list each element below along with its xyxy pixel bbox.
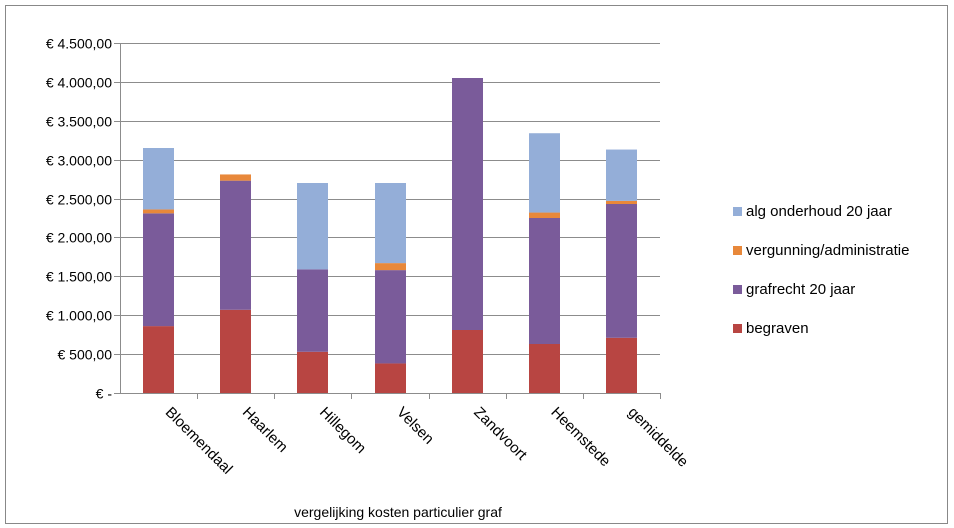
legend: alg onderhoud 20 jaar vergunning/administ…	[733, 203, 909, 337]
bar-segment	[220, 309, 251, 393]
bar-segment	[529, 212, 560, 218]
y-tick-label: € 500,00	[58, 347, 113, 363]
bar-segment	[529, 133, 560, 213]
bars	[143, 78, 637, 393]
legend-swatch	[733, 285, 742, 294]
y-tick-label: € 2.000,00	[46, 230, 112, 246]
bar-segment	[297, 269, 328, 352]
bar-segment	[375, 363, 406, 393]
bar-segment	[606, 337, 637, 393]
bar-segment	[452, 330, 483, 393]
legend-swatch	[733, 246, 742, 255]
bar-segment	[606, 149, 637, 201]
bar-segment	[375, 263, 406, 271]
axes	[120, 43, 661, 399]
bar-segment	[143, 209, 174, 214]
bar-segment	[452, 78, 483, 330]
bar-segment	[220, 180, 251, 310]
bar-segment	[297, 351, 328, 393]
bar-segment	[529, 344, 560, 393]
bar-segment	[297, 183, 328, 270]
legend-label: grafrecht 20 jaar	[746, 281, 855, 298]
bar-segment	[606, 200, 637, 204]
x-axis-title: vergelijking kosten particulier graf	[294, 504, 502, 520]
y-tick-label: € 2.500,00	[46, 192, 112, 208]
y-tick-label: € -	[96, 386, 113, 402]
y-tick-labels: € - € 500,00 € 1.000,00 € 1.500,00 € 2.000,0…	[46, 36, 113, 402]
bar-segment	[220, 174, 251, 181]
y-tick-label: € 3.500,00	[46, 114, 112, 130]
legend-swatch	[733, 324, 742, 333]
legend-swatch	[733, 207, 742, 216]
bar-segment	[143, 148, 174, 210]
y-tick-label: € 3.000,00	[46, 153, 112, 169]
bar-segment	[606, 204, 637, 338]
bar-segment	[143, 326, 174, 393]
legend-label: begraven	[746, 320, 809, 337]
y-tick-label: € 1.000,00	[46, 308, 112, 324]
bar-segment	[375, 183, 406, 264]
bar-segment	[529, 218, 560, 344]
bar-segment	[143, 213, 174, 327]
y-tick-label: € 1.500,00	[46, 269, 112, 285]
y-tick-label: € 4.000,00	[46, 75, 112, 91]
bar-segment	[375, 270, 406, 364]
legend-label: vergunning/administratie	[746, 242, 909, 259]
legend-label: alg onderhoud 20 jaar	[746, 203, 892, 220]
y-tick-label: € 4.500,00	[46, 36, 112, 52]
